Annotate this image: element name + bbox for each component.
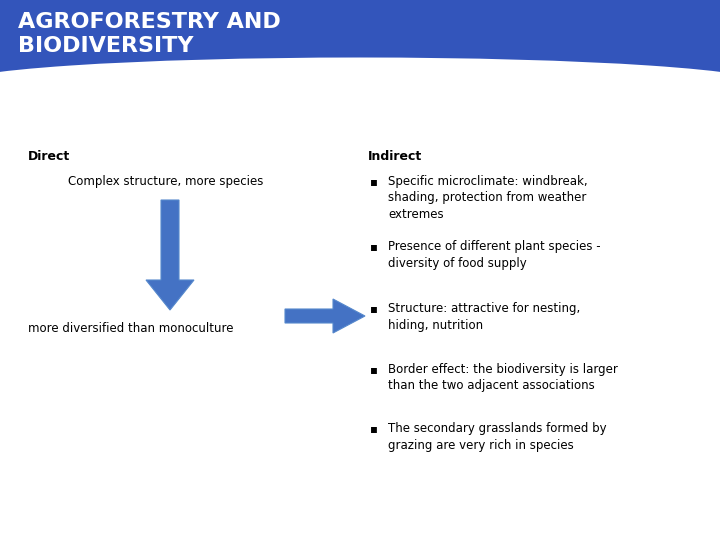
Text: more diversified than monoculture: more diversified than monoculture — [28, 322, 233, 335]
Text: Structure: attractive for nesting,
hiding, nutrition: Structure: attractive for nesting, hidin… — [388, 302, 580, 332]
Text: ▪: ▪ — [370, 240, 378, 253]
Text: Direct: Direct — [28, 150, 71, 163]
Polygon shape — [0, 0, 720, 90]
Text: Specific microclimate: windbreak,
shading, protection from weather
extremes: Specific microclimate: windbreak, shadin… — [388, 175, 588, 221]
Text: Border effect: the biodiversity is larger
than the two adjacent associations: Border effect: the biodiversity is large… — [388, 363, 618, 393]
Text: Presence of different plant species -
diversity of food supply: Presence of different plant species - di… — [388, 240, 600, 269]
Text: The secondary grasslands formed by
grazing are very rich in species: The secondary grasslands formed by grazi… — [388, 422, 607, 451]
Text: Complex structure, more species: Complex structure, more species — [68, 175, 264, 188]
Polygon shape — [146, 200, 194, 310]
Text: Indirect: Indirect — [368, 150, 422, 163]
Text: ▪: ▪ — [370, 363, 378, 376]
Text: ▪: ▪ — [370, 422, 378, 435]
Text: ▪: ▪ — [370, 175, 378, 188]
Text: AGROFORESTRY AND
BIODIVERSITY: AGROFORESTRY AND BIODIVERSITY — [18, 12, 281, 56]
Ellipse shape — [0, 57, 720, 112]
Text: ▪: ▪ — [370, 302, 378, 315]
Polygon shape — [285, 299, 365, 333]
